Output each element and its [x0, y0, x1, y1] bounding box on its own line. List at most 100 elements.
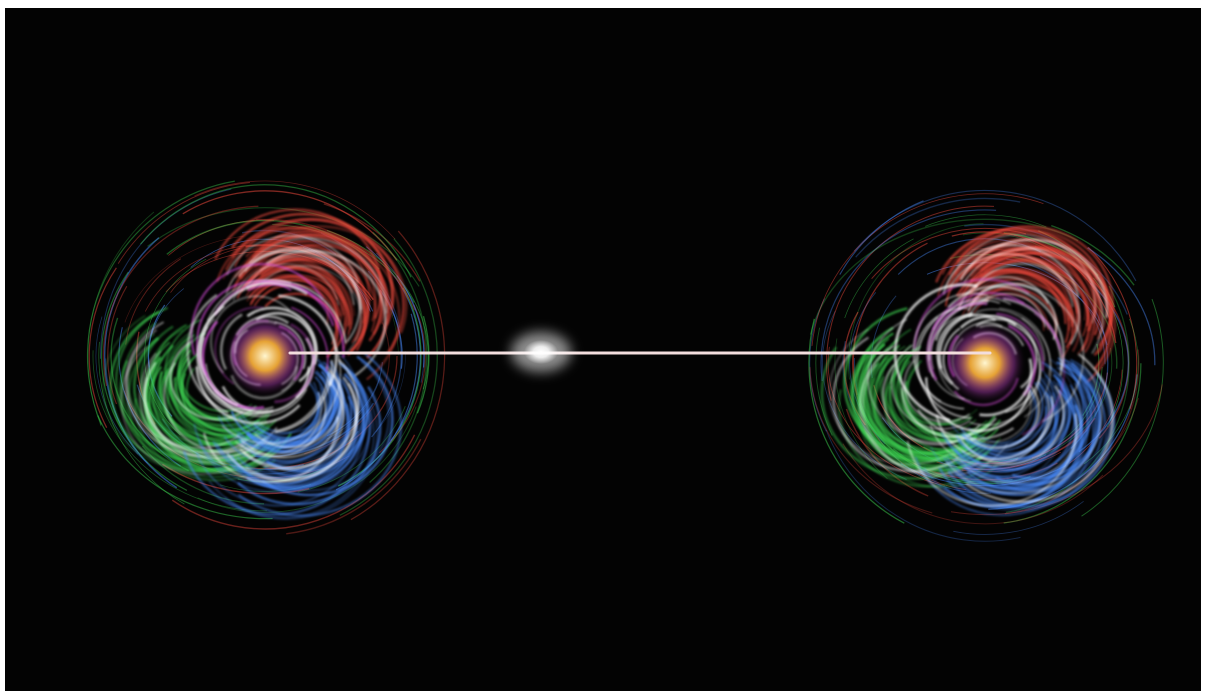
- swirl-trail: [925, 377, 1032, 433]
- swirl-trail: [182, 190, 398, 261]
- swirl-trail: [240, 395, 327, 458]
- swirl-trail: [897, 238, 1042, 275]
- swirl-trail: [142, 350, 266, 459]
- swirl-trail: [969, 357, 1041, 426]
- swirl-trail: [261, 279, 346, 346]
- swirl-trail: [925, 214, 1047, 228]
- swirl-trail: [937, 238, 1088, 297]
- swirl-trail: [168, 219, 275, 256]
- swirl-trail: [980, 284, 1085, 423]
- swirl-trail: [901, 386, 997, 438]
- swirl-trail: [245, 382, 359, 481]
- swirl-trail: [170, 248, 241, 293]
- swirl-trail: [989, 361, 1073, 460]
- swirl-trail: [951, 388, 1081, 484]
- swirl-trail: [171, 434, 416, 530]
- swirl-trail: [278, 294, 338, 387]
- swirl-trail: [882, 364, 981, 446]
- swirl-trail: [825, 429, 1021, 542]
- swirl-trail: [953, 500, 1084, 535]
- swirl-trail: [950, 392, 1034, 446]
- swirl-trail: [852, 242, 928, 396]
- swirl-trail: [811, 193, 1044, 346]
- swirl-trail: [960, 381, 1048, 452]
- swirl-trail: [259, 252, 370, 353]
- swirl-trail: [847, 223, 984, 380]
- swirl-trail: [99, 188, 232, 359]
- swirl-trail: [947, 285, 1065, 370]
- swirl-trail: [938, 312, 974, 370]
- swirl-trail: [121, 322, 260, 466]
- swirl-trail: [92, 350, 267, 512]
- swirl-trail: [124, 235, 244, 323]
- swirl-trail: [996, 312, 1045, 371]
- swirl-trail: [274, 323, 316, 404]
- swirl-trail: [914, 307, 968, 410]
- right-swirl-orb: [808, 189, 1164, 542]
- swirl-trail: [929, 394, 1050, 467]
- entangled-orbs-illustration: [86, 180, 1164, 542]
- swirl-trail: [903, 360, 971, 423]
- swirl-trail: [956, 234, 1096, 324]
- swirl-trail: [930, 302, 988, 370]
- swirl-trail: [120, 346, 256, 475]
- swirl-trail: [938, 404, 1084, 507]
- swirl-trail: [834, 338, 888, 480]
- swirl-trail: [1021, 312, 1066, 436]
- swirl-trail: [326, 378, 381, 440]
- swirl-trail: [323, 203, 421, 282]
- swirl-trail: [844, 238, 914, 319]
- swirl-trail: [968, 293, 1046, 328]
- left-swirl-orb: [86, 180, 446, 535]
- swirl-trail: [1081, 298, 1164, 517]
- swirl-trail: [957, 259, 1071, 309]
- swirl-trail: [223, 378, 340, 466]
- swirl-trail: [194, 180, 396, 240]
- swirl-trail: [923, 382, 1089, 508]
- swirl-trail: [842, 443, 1104, 525]
- swirl-trail: [246, 265, 352, 335]
- swirl-trail: [416, 316, 430, 414]
- swirl-trail: [1051, 224, 1135, 286]
- swirl-trail: [140, 184, 412, 278]
- swirl-trail: [221, 346, 341, 445]
- swirl-trail: [859, 345, 980, 475]
- swirl-trail: [979, 358, 1033, 417]
- swirl-trail: [213, 388, 308, 417]
- swirl-trail: [1084, 318, 1139, 465]
- swirl-trail: [965, 353, 1114, 504]
- swirl-trail: [827, 346, 945, 486]
- swirl-trail: [839, 200, 924, 275]
- swirl-trail: [239, 358, 360, 470]
- swirl-trail: [1003, 363, 1142, 524]
- swirl-trail: [826, 205, 995, 401]
- swirl-trail: [183, 409, 371, 516]
- swirl-trail: [809, 367, 933, 514]
- swirl-trail: [216, 281, 309, 312]
- swirl-trail: [809, 218, 1079, 335]
- swirl-trail: [809, 298, 827, 432]
- swirl-trail: [917, 409, 1015, 441]
- swirl-trail: [855, 326, 968, 455]
- swirl-trail: [125, 258, 182, 345]
- swirl-trail: [208, 388, 375, 519]
- swirl-trail: [88, 267, 117, 428]
- swirl-trail: [890, 344, 971, 430]
- swirl-trail: [832, 336, 959, 473]
- swirl-trail: [220, 313, 243, 371]
- swirl-trail: [169, 340, 243, 421]
- swirl-trail: [893, 347, 961, 426]
- swirl-trail: [808, 318, 905, 524]
- swirl-trail: [246, 373, 366, 491]
- swirl-trail: [249, 266, 350, 327]
- swirl-trail: [906, 413, 1078, 507]
- swirl-trail: [109, 311, 247, 473]
- swirl-trail: [144, 244, 315, 312]
- swirl-trail: [956, 225, 1114, 347]
- swirl-trail: [139, 352, 270, 464]
- swirl-trail: [148, 288, 185, 368]
- swirl-trail: [820, 209, 997, 382]
- swirl-trail: [87, 211, 155, 427]
- swirl-trail: [237, 382, 320, 450]
- swirl-trail: [210, 295, 291, 374]
